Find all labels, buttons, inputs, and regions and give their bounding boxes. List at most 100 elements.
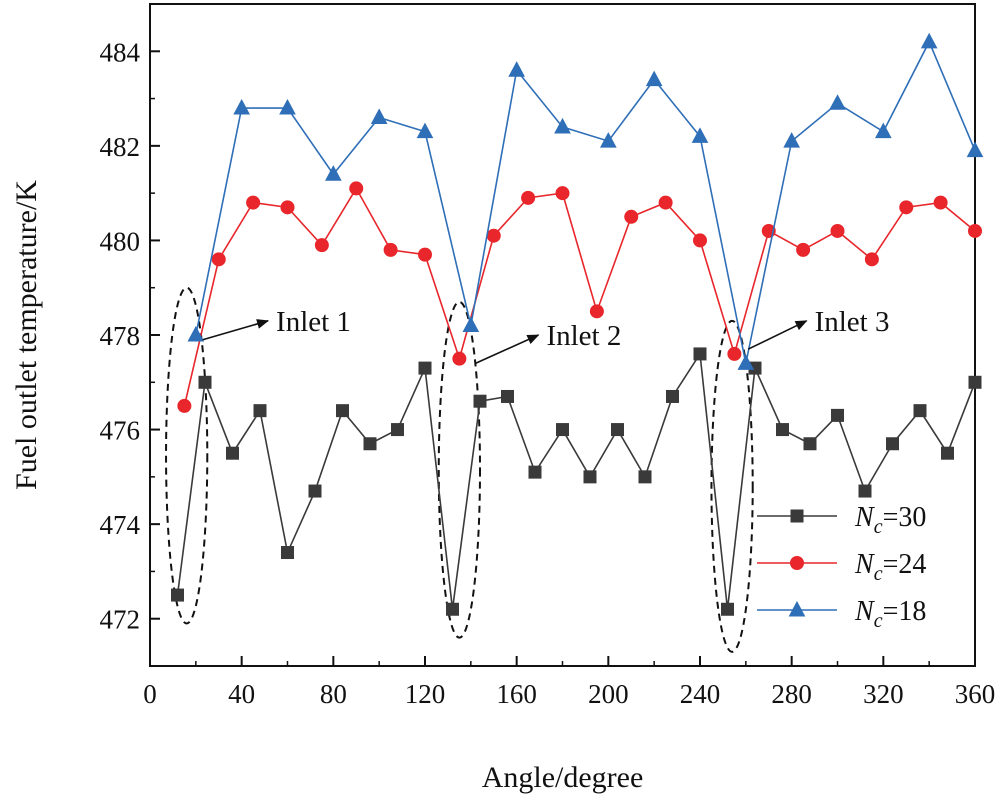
annotation-label: Inlet 1: [276, 306, 351, 338]
legend-symbol: N: [854, 549, 875, 580]
legend-entry: Nc=30: [757, 502, 926, 538]
data-point: [233, 98, 251, 115]
data-point: [783, 132, 801, 148]
data-point: [966, 141, 984, 158]
x-tick-label: 0: [143, 679, 157, 709]
x-tick-label: 320: [863, 679, 904, 709]
data-point: [829, 94, 846, 110]
legend-value: =18: [883, 596, 927, 627]
legend-label: Nc=24: [854, 549, 926, 585]
data-point: [418, 361, 432, 375]
legend-label: Nc=30: [854, 502, 926, 538]
data-point: [638, 470, 652, 484]
data-point: [913, 404, 927, 418]
data-point: [528, 465, 542, 479]
data-point: [280, 200, 295, 215]
data-point: [211, 252, 226, 267]
series-triangle: [187, 32, 984, 370]
data-point: [363, 437, 377, 451]
data-point: [314, 238, 329, 253]
y-tick-label: 478: [100, 321, 141, 351]
data-point: [555, 186, 570, 201]
x-tick-label: 240: [680, 679, 721, 709]
y-tick-label: 484: [100, 37, 141, 67]
data-point: [391, 423, 404, 437]
data-point: [599, 132, 617, 148]
data-point: [324, 165, 342, 181]
data-point: [308, 484, 322, 498]
data-point: [803, 437, 817, 451]
legend-label: Nc=18: [854, 596, 926, 632]
legend-entry: Nc=24: [757, 549, 926, 585]
series-circle: [177, 181, 982, 413]
data-point: [452, 351, 467, 366]
data-point: [941, 446, 954, 460]
data-point: [666, 389, 679, 403]
data-point: [886, 437, 899, 451]
inlet-highlight-ellipse: [165, 286, 209, 625]
data-point: [933, 195, 948, 210]
data-point: [486, 228, 501, 243]
data-point: [370, 108, 388, 124]
data-point: [721, 602, 734, 616]
data-point: [246, 195, 261, 210]
legend-symbol: N: [854, 502, 875, 533]
annotation-arrow: [475, 334, 540, 365]
data-point: [864, 252, 879, 267]
data-point: [583, 470, 597, 484]
y-tick-label: 482: [100, 132, 141, 162]
data-point: [416, 122, 434, 139]
x-tick-label: 40: [228, 679, 255, 709]
legend-marker: [790, 509, 804, 523]
data-point: [226, 446, 239, 460]
legend-subscript: c: [874, 563, 883, 585]
data-point: [589, 304, 604, 319]
data-point: [624, 209, 639, 224]
data-point: [658, 195, 673, 210]
legend-subscript: c: [874, 516, 883, 538]
data-point: [830, 223, 845, 238]
x-axis-title: Angle/degree: [482, 761, 644, 794]
annotation-arrow: [747, 320, 808, 350]
series-square: [171, 347, 982, 616]
data-point: [383, 242, 398, 257]
data-point: [501, 389, 514, 403]
data-point: [645, 70, 663, 87]
data-point: [899, 200, 914, 215]
data-point: [446, 602, 459, 616]
data-point: [920, 32, 938, 49]
inlet-highlight-ellipse: [710, 319, 754, 653]
data-point: [693, 347, 707, 361]
data-point: [858, 484, 872, 498]
data-point: [253, 404, 267, 418]
y-tick-label: 474: [100, 510, 141, 540]
series-line: [183, 186, 976, 407]
data-point: [336, 404, 349, 418]
data-point: [693, 233, 707, 248]
legend-subscript: c: [874, 610, 883, 632]
data-point: [187, 325, 205, 342]
data-point: [611, 423, 624, 437]
data-point: [521, 190, 536, 205]
legend-marker: [790, 556, 804, 570]
data-point: [281, 546, 294, 560]
y-axis-title: Fuel outlet temperature/K: [10, 180, 43, 490]
x-tick-label: 200: [588, 679, 629, 709]
data-point: [279, 98, 296, 115]
x-tick-label: 120: [405, 679, 446, 709]
annotation-label: Inlet 2: [546, 320, 621, 352]
legend-symbol: N: [854, 596, 875, 627]
x-tick-label: 80: [320, 679, 347, 709]
data-point: [776, 423, 789, 437]
data-point: [796, 242, 811, 257]
data-point: [737, 354, 755, 370]
legend-entry: Nc=18: [757, 596, 926, 632]
data-point: [473, 394, 487, 408]
data-point: [177, 398, 192, 413]
legend-marker: [788, 600, 806, 617]
data-point: [691, 127, 709, 143]
data-point: [968, 223, 982, 238]
y-tick-label: 472: [100, 605, 141, 635]
x-tick-label: 160: [496, 679, 537, 709]
